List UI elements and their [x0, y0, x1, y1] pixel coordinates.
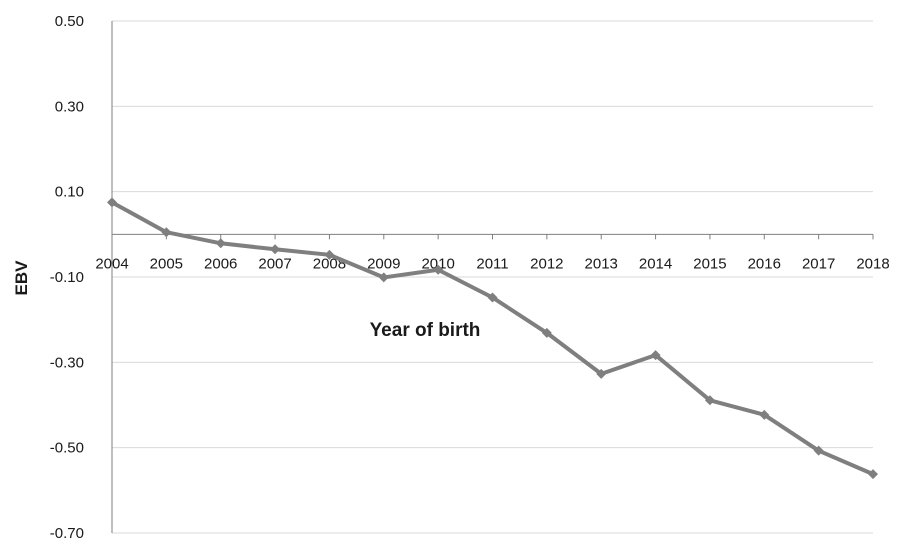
data-point-marker — [487, 292, 498, 303]
x-tick-label: 2012 — [530, 255, 563, 272]
series-group — [107, 197, 878, 480]
y-tick-label: -0.50 — [50, 440, 84, 457]
y-axis-title: EBV — [12, 260, 31, 296]
y-tick-label: -0.10 — [50, 269, 84, 286]
x-tick-label: 2006 — [204, 255, 237, 272]
x-tick-labels: 2004 2005 2006 2007 2008 2009 2010 2011 2012 2013… — [95, 234, 890, 272]
data-point-marker — [215, 238, 226, 249]
x-tick-label: 2005 — [150, 255, 183, 272]
y-tick-label: 0.50 — [55, 13, 84, 30]
data-point-marker — [759, 409, 770, 420]
gridlines — [112, 20, 873, 534]
x-axis-title: Year of birth — [370, 320, 481, 341]
y-tick-labels: 0.50 0.30 0.10 -0.10 -0.30 -0.50 -0.70 — [50, 13, 84, 542]
y-tick-label: 0.30 — [55, 98, 84, 115]
data-point-marker — [650, 350, 661, 361]
data-point-marker — [107, 197, 117, 208]
x-tick-label: 2015 — [693, 255, 726, 272]
data-point-marker — [541, 327, 552, 338]
data-point-marker — [433, 264, 444, 275]
data-point-marker — [161, 227, 172, 238]
x-tick-label: 2016 — [748, 255, 781, 272]
data-point-marker — [596, 368, 607, 379]
x-tick-label: 2007 — [258, 255, 291, 272]
x-tick-label: 2013 — [585, 255, 618, 272]
y-tick-label: -0.30 — [50, 354, 84, 371]
data-point-marker — [378, 272, 389, 283]
data-point-marker — [704, 395, 715, 406]
x-tick-label: 2014 — [639, 255, 672, 272]
x-tick-label: 2009 — [367, 255, 400, 272]
x-tick-label: 2010 — [421, 255, 454, 272]
data-point-marker — [813, 445, 824, 456]
x-tick-label: 2018 — [856, 255, 889, 272]
x-tick-label: 2011 — [476, 255, 508, 272]
y-tick-label: -0.70 — [50, 525, 84, 542]
y-tick-label: 0.10 — [55, 184, 84, 201]
data-point-marker — [324, 249, 335, 260]
data-point-marker — [270, 244, 281, 255]
data-point-marker — [868, 469, 878, 480]
series-line — [110, 200, 875, 477]
x-tick-label: 2004 — [95, 255, 128, 272]
x-tick-label: 2017 — [802, 255, 835, 272]
